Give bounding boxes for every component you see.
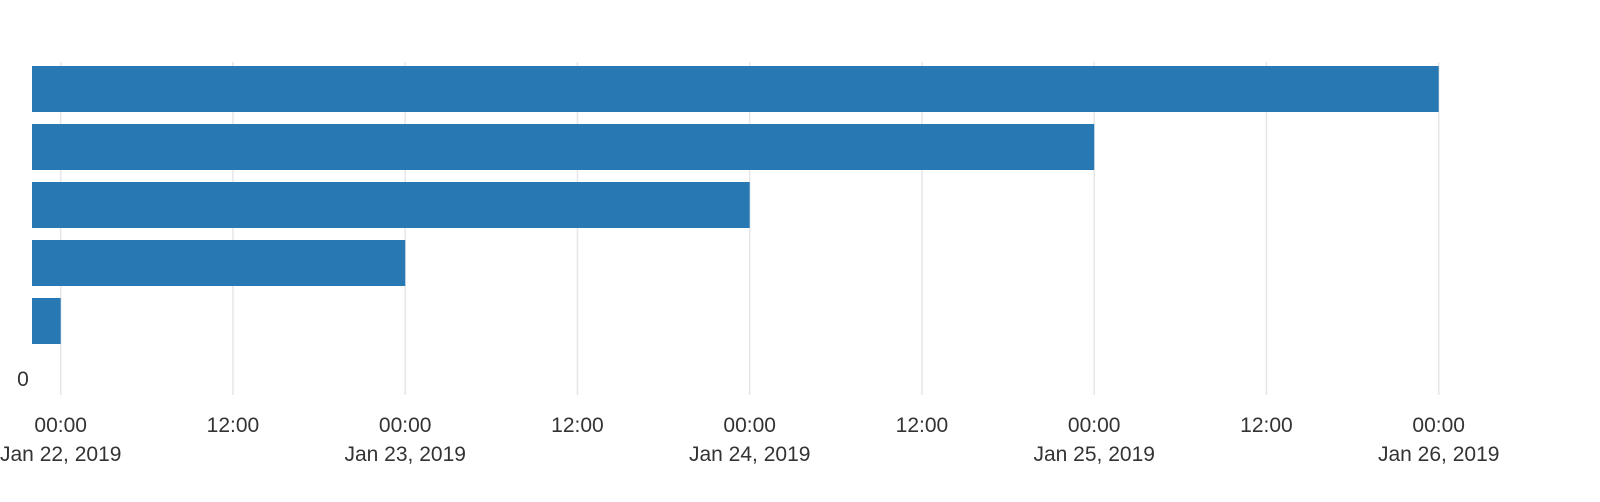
x-tick-date-label: Jan 22, 2019	[0, 443, 121, 466]
bars	[32, 66, 1439, 344]
bar	[32, 240, 406, 286]
bar	[32, 182, 750, 228]
bar	[32, 124, 1095, 170]
x-tick-date-label: Jan 26, 2019	[1378, 443, 1499, 466]
x-tick-date-label: Jan 23, 2019	[344, 443, 465, 466]
bar	[32, 66, 1439, 112]
x-tick-time-label: 12:00	[896, 414, 949, 437]
x-tick-time-label: 12:00	[1240, 414, 1293, 437]
x-tick-time-label: 12:00	[207, 414, 260, 437]
x-tick-time-label: 12:00	[551, 414, 604, 437]
grid-lines	[59, 62, 1440, 395]
x-tick-date-label: Jan 24, 2019	[689, 443, 810, 466]
x-axis-ticks: 00:00 Jan 22, 2019 12:00 00:00 Jan 23, 2019 1…	[0, 414, 1499, 466]
x-tick-time-label: 00:00	[1068, 414, 1121, 437]
x-tick-time-label: 00:00	[34, 414, 87, 437]
x-tick-time-label: 00:00	[723, 414, 776, 437]
y-axis-zero-label: 0	[17, 368, 29, 391]
x-tick-time-label: 00:00	[379, 414, 432, 437]
x-tick-time-label: 00:00	[1412, 414, 1465, 437]
bar	[32, 298, 61, 344]
x-tick-date-label: Jan 25, 2019	[1033, 443, 1154, 466]
